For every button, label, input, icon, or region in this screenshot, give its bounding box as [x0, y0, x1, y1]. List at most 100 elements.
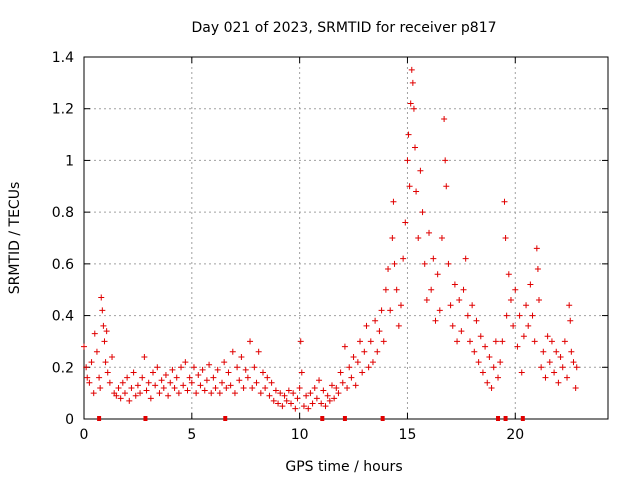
data-point	[227, 382, 234, 389]
data-point	[145, 379, 152, 386]
data-point	[113, 392, 120, 399]
data-point	[225, 369, 232, 376]
data-point	[348, 374, 355, 381]
data-point	[484, 379, 491, 386]
data-point	[318, 400, 325, 407]
data-point	[361, 348, 368, 355]
data-point	[307, 390, 314, 397]
data-point	[294, 395, 301, 402]
data-point	[393, 286, 400, 293]
data-point	[410, 105, 417, 112]
data-point	[290, 390, 297, 397]
data-point	[150, 369, 157, 376]
data-point	[238, 353, 245, 360]
grid	[84, 57, 608, 419]
data-point	[490, 364, 497, 371]
x-tick-label: 20	[506, 427, 524, 443]
data-point	[84, 374, 91, 381]
data-point	[374, 348, 381, 355]
data-point	[357, 338, 364, 345]
data-point	[143, 387, 150, 394]
y-tick-label: 1.2	[52, 102, 74, 118]
axis-marker	[520, 416, 525, 421]
data-point	[201, 387, 208, 394]
data-point	[548, 338, 555, 345]
data-point	[423, 297, 430, 304]
data-point	[367, 338, 374, 345]
data-point	[203, 377, 210, 384]
data-point	[454, 338, 461, 345]
data-point	[100, 322, 107, 329]
data-point	[331, 395, 338, 402]
axis-marker	[97, 416, 102, 421]
data-point	[497, 359, 504, 366]
data-point	[86, 379, 93, 386]
data-point	[538, 364, 545, 371]
data-point	[469, 302, 476, 309]
data-point	[421, 260, 428, 267]
axis-marker	[496, 416, 501, 421]
data-point	[510, 322, 517, 329]
data-point	[229, 348, 236, 355]
axis-ticks: 0 5 10 15 20 0 0.2 0.4 0.6 0.8 1 1.2 1.4	[52, 50, 608, 443]
data-point	[298, 369, 305, 376]
data-point	[385, 266, 392, 273]
data-point	[350, 353, 357, 360]
data-point	[566, 302, 573, 309]
data-point	[103, 328, 110, 335]
data-point	[210, 374, 217, 381]
data-point	[259, 369, 266, 376]
data-point	[477, 333, 484, 340]
data-point	[326, 397, 333, 404]
data-point	[333, 384, 340, 391]
data-point	[540, 348, 547, 355]
data-point	[339, 379, 346, 386]
data-point	[102, 359, 109, 366]
data-point	[251, 364, 258, 371]
data-point	[180, 382, 187, 389]
data-point	[419, 209, 426, 216]
data-point	[158, 377, 165, 384]
data-point	[555, 379, 562, 386]
data-point	[512, 286, 519, 293]
data-point	[354, 359, 361, 366]
data-point	[413, 188, 420, 195]
data-point	[328, 382, 335, 389]
data-point	[197, 382, 204, 389]
data-point	[400, 255, 407, 262]
data-point	[240, 384, 247, 391]
data-point	[244, 374, 251, 381]
data-point	[417, 167, 424, 174]
data-point	[516, 312, 523, 319]
data-point	[173, 374, 180, 381]
data-point	[551, 369, 558, 376]
data-point	[434, 271, 441, 278]
y-tick-label: 0	[65, 412, 74, 428]
data-point	[264, 374, 271, 381]
data-point	[208, 390, 215, 397]
data-point	[572, 384, 579, 391]
data-point	[309, 400, 316, 407]
data-point	[405, 131, 412, 138]
data-point	[162, 372, 169, 379]
y-tick-label: 0.2	[52, 360, 74, 376]
data-point	[438, 235, 445, 241]
data-point	[96, 374, 103, 381]
data-point	[443, 183, 450, 190]
data-point	[488, 384, 495, 391]
data-point	[132, 392, 139, 399]
axis-markers	[97, 416, 525, 421]
data-point	[154, 364, 161, 371]
data-point	[415, 235, 422, 241]
data-point	[97, 384, 104, 391]
data-point	[501, 198, 508, 205]
data-point	[395, 322, 402, 329]
data-point	[296, 384, 303, 391]
data-point	[275, 400, 282, 407]
data-point	[266, 392, 273, 399]
data-point	[119, 379, 126, 386]
data-point	[564, 374, 571, 381]
data-point	[372, 317, 379, 324]
data-point	[313, 395, 320, 402]
data-point	[505, 271, 512, 278]
